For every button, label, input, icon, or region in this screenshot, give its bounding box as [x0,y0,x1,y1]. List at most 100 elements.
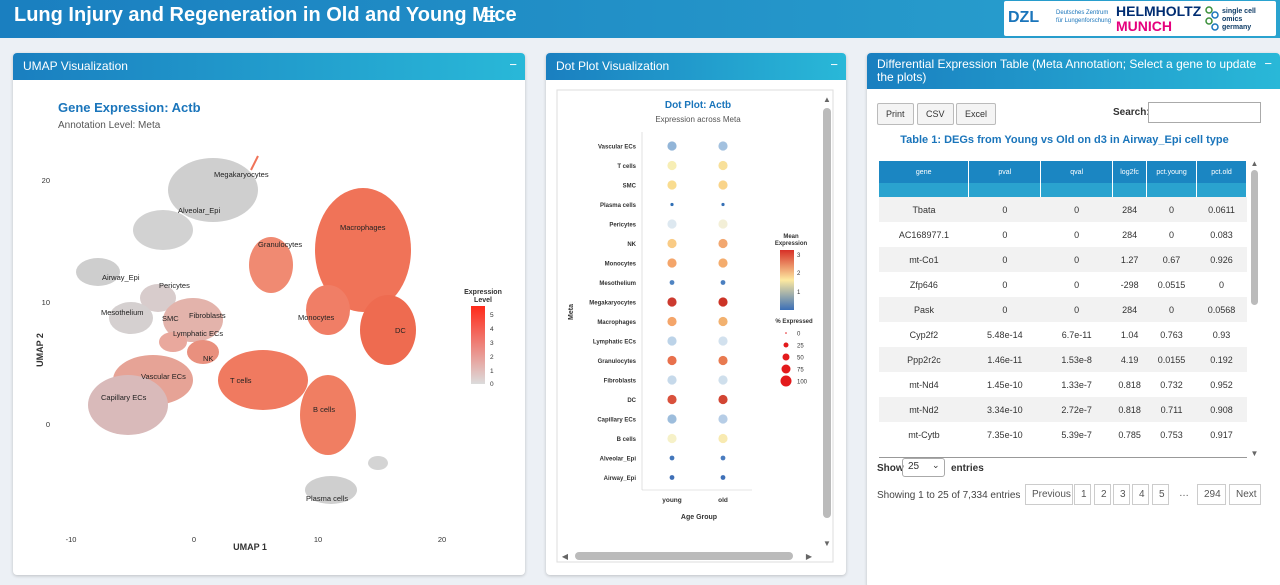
table-vscroll[interactable]: ▲ ▼ [1250,158,1259,458]
table-row[interactable]: mt-Cytb 7.35e-10 5.39e-7 0.785 0.753 0.917 [879,422,1247,447]
col-header-qval[interactable]: qval [1040,161,1114,183]
excel-button[interactable]: Excel [956,103,997,125]
filter-cell[interactable] [1040,183,1114,197]
dotplot-dot-old[interactable] [718,355,728,366]
scroll-down-icon[interactable]: ▼ [823,539,831,548]
minus-icon[interactable]: − [509,57,517,72]
filter-cell[interactable] [968,183,1042,197]
dotplot-dot-old[interactable] [720,280,726,285]
dotplot-dot-old[interactable] [718,414,728,424]
dotplot-dot-young[interactable] [667,375,677,385]
table-cell: 284 [1112,297,1147,322]
col-header-gene[interactable]: gene [879,161,970,183]
scroll-up-icon[interactable]: ▲ [823,95,831,104]
pagination-page-button[interactable]: 1 [1074,484,1091,505]
page-length-select[interactable]: 25 [902,458,945,477]
table-cell: 0.711 [1146,397,1197,422]
table-cell: 6.7e-11 [1061,329,1092,340]
dotplot-dot-old[interactable] [718,238,728,249]
dotplot-dot-young[interactable] [670,202,674,207]
dotplot-dot-young[interactable] [667,258,677,268]
dotplot-dot-old[interactable] [720,455,726,461]
table-cell: 0.753 [1160,429,1183,440]
print-button[interactable]: Print [877,103,914,125]
umap-plot[interactable]: Gene Expression: Actb Annotation Level: … [13,80,525,575]
table-row[interactable]: mt-Nd4 1.45e-10 1.33e-7 0.818 0.732 0.952 [879,372,1247,397]
dotplot-dot-old[interactable] [718,219,728,229]
pagination-page-button[interactable]: 2 [1094,484,1111,505]
filter-cell[interactable] [1146,183,1198,197]
col-header-log2fc[interactable]: log2fc [1112,161,1148,183]
table-row[interactable]: Cyp2f2 5.48e-14 6.7e-11 1.04 0.763 0.93 [879,322,1247,347]
scroll-right-icon[interactable]: ▶ [806,552,813,561]
dotplot-dot-young[interactable] [667,414,677,424]
pagination-page-button[interactable]: 294 [1197,484,1226,505]
dotplot-dot-young[interactable] [667,141,677,151]
dotplot-dot-young[interactable] [667,219,677,229]
dotplot-dot-old[interactable] [718,258,728,268]
table-row[interactable]: Tbata 0 0 284 0 0.0611 [879,197,1247,222]
minus-icon[interactable]: − [1264,56,1272,71]
dotplot-dot-young[interactable] [667,316,677,327]
table-row[interactable]: AC168977.1 0 0 284 0 0.083 [879,222,1247,247]
dotplot-dot-young[interactable] [669,455,675,461]
dotplot-ytick-label: Vascular ECs [598,145,637,151]
col-header-pval[interactable]: pval [968,161,1042,183]
table-row[interactable]: mt-Co1 0 0 1.27 0.67 0.926 [879,247,1247,272]
table-row[interactable]: mt-Nd2 3.34e-10 2.72e-7 0.818 0.711 0.908 [879,397,1247,422]
dotplot-ytick-label: NK [627,242,636,248]
dotplot-dot-young[interactable] [667,238,677,249]
dotplot-hscroll-thumb[interactable] [575,552,793,560]
dotplot-vscroll-thumb[interactable] [823,108,831,518]
filter-cell[interactable] [1196,183,1247,197]
dotplot-dot-old[interactable] [718,316,728,327]
filter-cell[interactable] [879,183,970,197]
pagination-page-button[interactable]: 3 [1113,484,1130,505]
dotplot-dot-young[interactable] [669,475,675,480]
dotplot-dot-young[interactable] [667,336,677,346]
dotplot-dot-old[interactable] [718,394,728,405]
pagination-previous-button[interactable]: Previous [1025,484,1073,505]
dotplot-dot-young[interactable] [667,160,677,171]
chevron-down-icon[interactable]: ⌄ [932,460,940,470]
table-cell: 0 [1146,297,1197,322]
dotplot-dot-old[interactable] [720,475,726,480]
col-header-pct-young[interactable]: pct.young [1146,161,1198,183]
csv-button[interactable]: CSV [917,103,954,125]
table-row[interactable]: Ppp2r2c 1.46e-11 1.53e-8 4.19 0.0155 0.192 [879,347,1247,372]
app-title: Lung Injury and Regeneration in Old and … [14,4,517,26]
dotplot-ytick-label: B cells [617,437,637,443]
pagination-page-button[interactable]: 5 [1152,484,1169,505]
table-row[interactable]: Zfp646 0 0 -298 0.0515 0 [879,272,1247,297]
filter-cell[interactable] [1112,183,1148,197]
dotplot-dot-young[interactable] [667,297,677,307]
dotplot-dot-old[interactable] [718,160,728,171]
dotplot-dot-young[interactable] [669,280,675,285]
scroll-up-icon[interactable]: ▲ [1251,159,1259,168]
dotplot-dot-young[interactable] [667,180,677,190]
dotplot-dot-old[interactable] [718,297,728,307]
table-vscroll-thumb[interactable] [1251,170,1258,305]
dotplot-dot-young[interactable] [667,433,677,444]
dotplot-dot-old[interactable] [718,141,728,151]
table-cell: mt-Nd4 [909,379,939,390]
search-input[interactable] [1148,102,1261,123]
dotplot-dot-old[interactable] [718,336,728,346]
col-header-pct-old[interactable]: pct.old [1196,161,1247,183]
scroll-down-icon[interactable]: ▼ [1251,449,1259,458]
table-cell: 1.46e-11 [968,347,1041,372]
pagination-page-button[interactable]: 4 [1132,484,1149,505]
table-row[interactable]: Pask 0 0 284 0 0.0568 [879,297,1247,322]
table-cell: 0 [1002,229,1008,240]
dotplot-dot-old[interactable] [718,433,728,444]
dotplot-dot-old[interactable] [718,180,728,190]
dotplot-dot-young[interactable] [667,394,677,405]
hamburger-icon[interactable]: ☰ [482,9,497,26]
dotplot-grid[interactable]: Vascular ECs T cells SMC Plasma cells Pericy… [589,132,752,504]
pagination-next-button[interactable]: Next [1229,484,1261,505]
dotplot-dot-old[interactable] [721,202,725,207]
scroll-left-icon[interactable]: ◀ [562,552,569,561]
minus-icon[interactable]: − [830,57,838,72]
dotplot-dot-young[interactable] [667,355,677,366]
dotplot-dot-old[interactable] [718,375,728,385]
